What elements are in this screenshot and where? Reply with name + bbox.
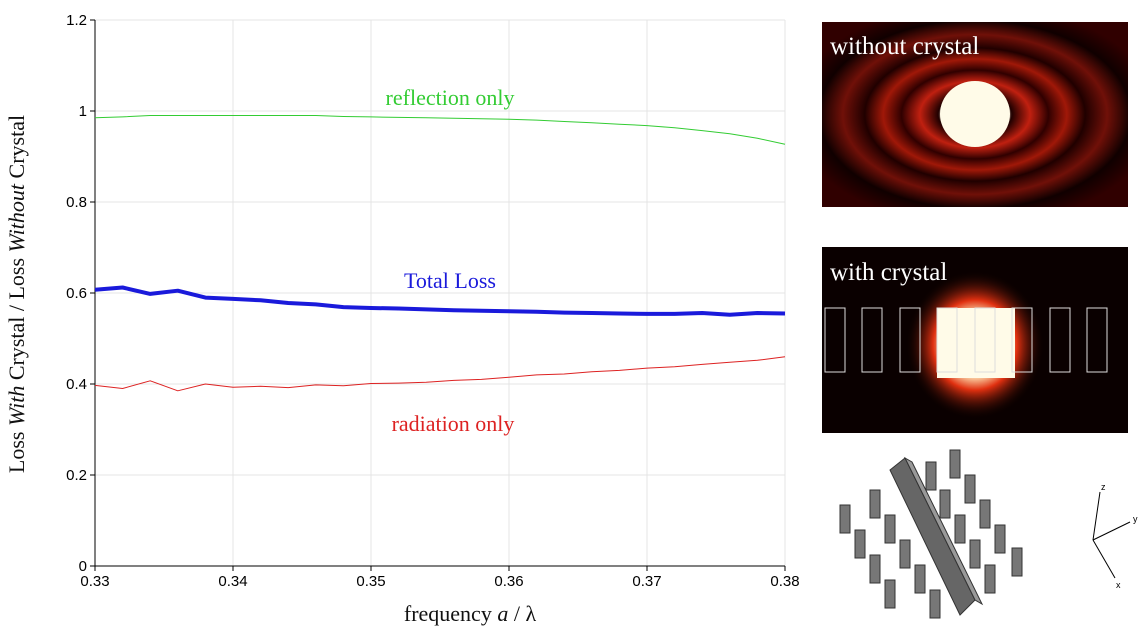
x-axis-title-part: / λ — [508, 601, 536, 626]
axis-icon-label: z — [1101, 482, 1106, 492]
x-tick-label: 0.34 — [218, 573, 247, 590]
series-label: radiation only — [392, 411, 515, 436]
field-image — [822, 22, 1128, 207]
x-axis-title-part: frequency — [404, 601, 497, 626]
panel-label: without crystal — [830, 33, 979, 60]
y-axis-title: Loss With Crystal / Loss Without Crystal — [4, 115, 29, 473]
y-axis-title-part: Crystal — [4, 115, 29, 184]
structure-illustration — [839, 449, 1023, 619]
axis-icon-label: y — [1133, 514, 1138, 524]
series-label: reflection only — [386, 85, 515, 110]
y-axis-title-part: Without — [4, 183, 29, 252]
axis-icon-label: x — [1116, 580, 1121, 590]
series-line — [94, 285, 786, 317]
plot-area: 0 0.2 0.4 0.6 0.8 1 1.2 0.33 0.34 0.35 0.36 0.37 0.3… — [66, 12, 799, 590]
x-tick-label: 0.38 — [770, 573, 799, 590]
y-axis-title-part: With — [4, 386, 29, 426]
x-tick-label: 0.37 — [632, 573, 661, 590]
y-axis-title-part: Crystal / Loss — [4, 252, 29, 385]
x-tick-label: 0.33 — [80, 573, 109, 590]
y-tick-label: 0.6 — [66, 285, 87, 302]
y-tick-label: 0.4 — [66, 376, 87, 393]
x-axis-title: frequency a / λ — [404, 601, 537, 626]
x-tick-label: 0.35 — [356, 573, 385, 590]
x-tick-label: 0.36 — [494, 573, 523, 590]
panel-label: with crystal — [830, 259, 947, 286]
field-image — [822, 247, 1128, 433]
series-line — [94, 115, 786, 145]
x-axis-title-part: a — [497, 601, 508, 626]
y-tick-label: 0 — [79, 558, 87, 575]
series-line — [94, 356, 786, 392]
y-tick-label: 1.2 — [66, 12, 87, 29]
y-tick-label: 1 — [79, 103, 87, 120]
y-tick-label: 0.2 — [66, 467, 87, 484]
axes-icon — [1092, 491, 1131, 579]
y-axis-title-part: Loss — [4, 426, 29, 473]
series-label: Total Loss — [404, 268, 496, 293]
y-tick-label: 0.8 — [66, 194, 87, 211]
